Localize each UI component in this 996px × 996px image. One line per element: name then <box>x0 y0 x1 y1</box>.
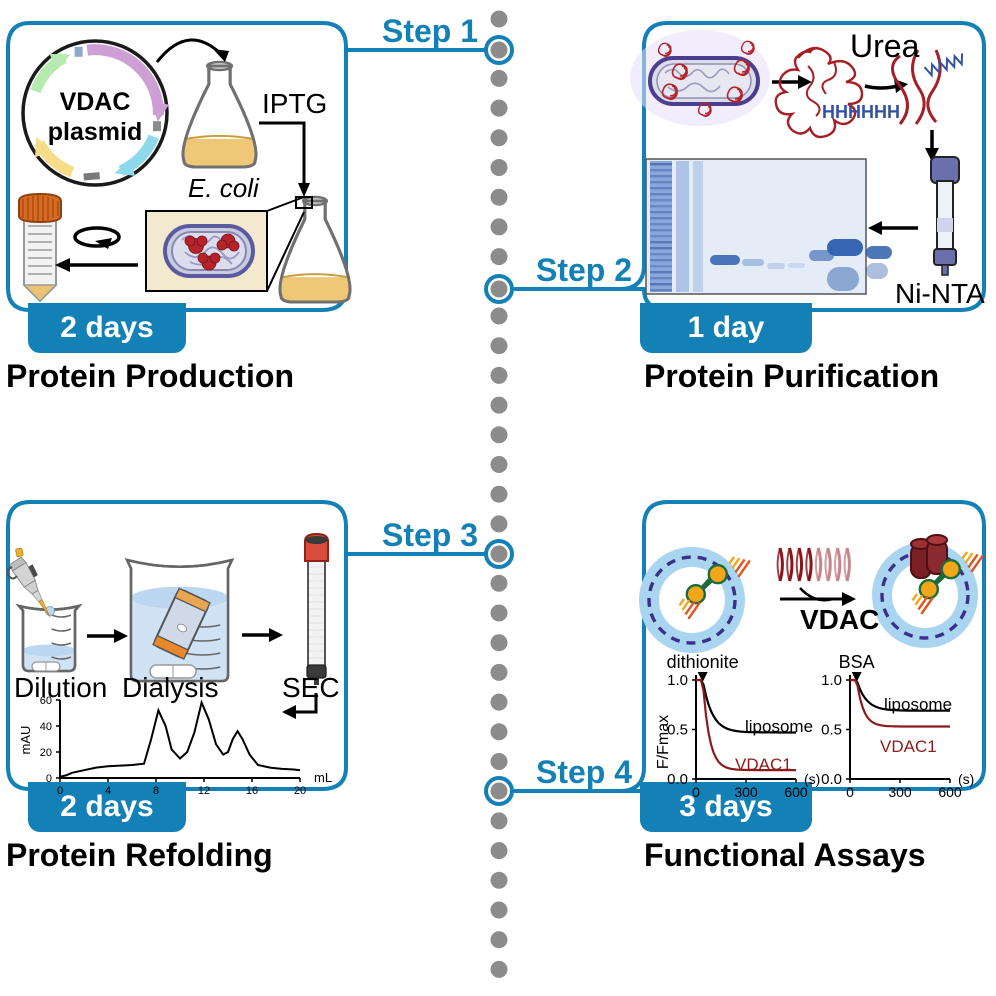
svg-text:300: 300 <box>888 784 912 800</box>
svg-text:0.5: 0.5 <box>821 722 842 739</box>
svg-text:(s): (s) <box>958 771 974 787</box>
svg-text:liposome: liposome <box>745 717 813 736</box>
svg-text:(s): (s) <box>804 771 820 787</box>
svg-text:0.0: 0.0 <box>667 771 688 788</box>
svg-text:0.0: 0.0 <box>821 771 842 788</box>
svg-text:0: 0 <box>846 784 854 800</box>
svg-text:1.0: 1.0 <box>667 672 688 689</box>
svg-text:VDAC1: VDAC1 <box>735 755 792 774</box>
svg-text:0: 0 <box>692 784 700 800</box>
svg-text:1.0: 1.0 <box>821 672 842 689</box>
svg-text:VDAC1: VDAC1 <box>880 737 937 756</box>
svg-text:dithionite: dithionite <box>667 652 739 672</box>
svg-text:300: 300 <box>734 784 758 800</box>
svg-text:liposome: liposome <box>884 695 952 714</box>
svg-text:BSA: BSA <box>839 652 875 672</box>
svg-text:F/Fmax: F/Fmax <box>655 715 672 769</box>
